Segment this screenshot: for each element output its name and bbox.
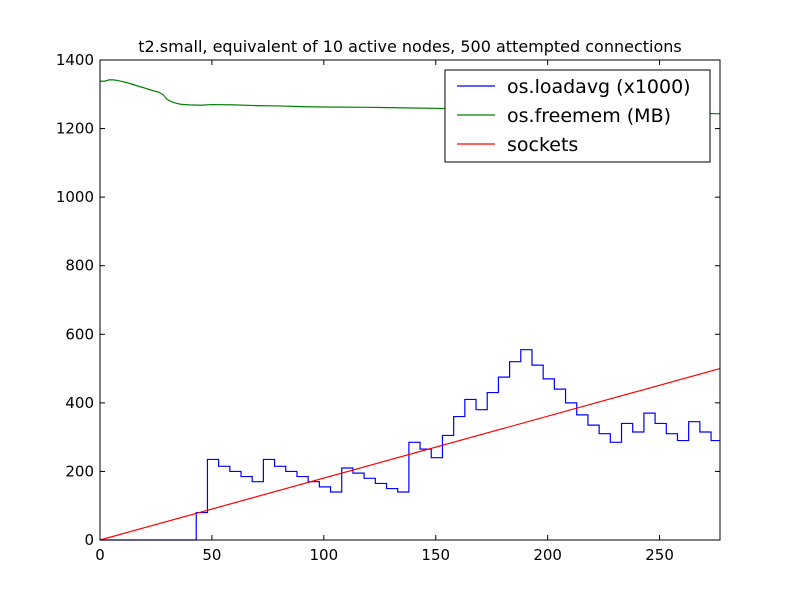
x-tick-label-1: 50 — [202, 546, 221, 564]
y-tick-label-2: 400 — [65, 394, 94, 412]
x-tick-label-3: 150 — [421, 546, 450, 564]
legend-label-2: sockets — [507, 134, 578, 156]
ticks-layer: 0 50 100 150 200 250 0 200 400 600 800 1000 1200 1400 — [56, 51, 720, 564]
y-tick-label-7: 1400 — [56, 51, 94, 69]
legend: os.loadavg (x1000) os.freemem (MB) sockets — [444, 69, 711, 163]
x-tick-label-2: 100 — [310, 546, 339, 564]
legend-box — [444, 69, 711, 163]
legend-label-1: os.freemem (MB) — [507, 105, 671, 127]
series-line-0 — [100, 349, 720, 541]
chart-title: t2.small, equivalent of 10 active nodes,… — [138, 37, 682, 56]
y-tick-label-3: 600 — [65, 325, 94, 343]
y-tick-label-0: 0 — [84, 531, 94, 549]
legend-label-0: os.loadavg (x1000) — [507, 76, 691, 98]
y-tick-label-1: 200 — [65, 462, 94, 480]
y-tick-label-4: 800 — [65, 257, 94, 275]
y-tick-label-5: 1000 — [56, 188, 94, 206]
x-tick-label-0: 0 — [95, 546, 105, 564]
y-tick-label-6: 1200 — [56, 120, 94, 138]
plot-frame — [99, 59, 721, 541]
series-line-2 — [99, 367, 721, 541]
x-tick-label-5: 250 — [645, 546, 674, 564]
x-tick-label-4: 200 — [533, 546, 562, 564]
